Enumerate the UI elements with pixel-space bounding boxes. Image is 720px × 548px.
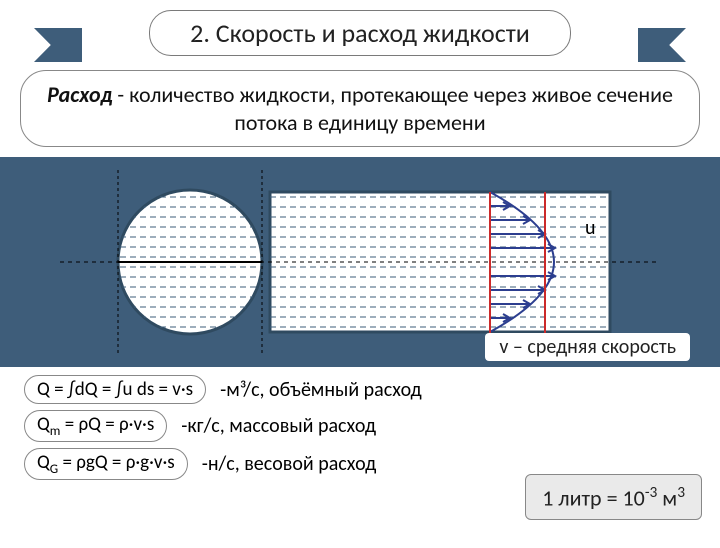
ribbon-wing-right [638,28,686,62]
title-text: 2. Скорость и расход жидкости [149,10,571,56]
definition-rest: - количество жидкости, протекающее через… [112,81,673,136]
formula-volumetric-lhs: Q = ∫dQ = ∫u ds = v·s [24,375,206,404]
definition-box: Расход - количество жидкости, протекающе… [20,70,700,147]
liter-conversion-box: 1 литр = 10-3 м3 [525,474,702,520]
definition-term: Расход [47,81,112,108]
mean-velocity-caption: v – средняя скорость [485,333,690,361]
ribbon-wing-left [34,28,82,62]
formula-mass-desc: -кг/с, массовый расход [181,414,376,438]
formula-weight-desc: -н/с, весовой расход [202,452,377,476]
formula-mass-lhs: Qm = ρQ = ρ·v·s [24,410,167,442]
svg-text:u: u [585,216,596,240]
formula-volumetric: Q = ∫dQ = ∫u ds = v·s -м³/с, объёмный ра… [24,375,720,404]
formula-block: Q = ∫dQ = ∫u ds = v·s -м³/с, объёмный ра… [0,375,720,480]
formula-weight-lhs: QG = ρgQ = ρ·g·v·s [24,448,188,480]
formula-volumetric-desc: -м³/с, объёмный расход [220,378,422,402]
title-ribbon: 2. Скорость и расход жидкости [50,8,670,58]
pipe-diagram: u [60,162,660,362]
diagram-panel: u v – средняя скорость [0,157,720,367]
formula-mass: Qm = ρQ = ρ·v·s -кг/с, массовый расход [24,410,720,442]
